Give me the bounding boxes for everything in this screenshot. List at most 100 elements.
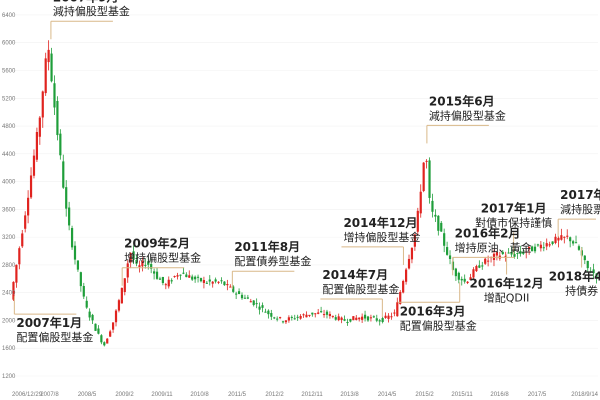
annotation-date: 2007年1月 xyxy=(16,315,82,330)
candle xyxy=(170,278,173,284)
candle-body xyxy=(144,264,147,266)
candle-body xyxy=(82,285,85,297)
candle-body xyxy=(196,276,200,278)
candle xyxy=(519,245,522,257)
candle xyxy=(284,319,288,325)
candle-body xyxy=(94,323,97,331)
candle-body xyxy=(361,316,364,320)
candle-body xyxy=(536,244,540,246)
y-tick-label: 1600 xyxy=(2,346,16,352)
candle-body xyxy=(387,315,390,319)
candle xyxy=(79,271,82,292)
y-tick-label: 2400 xyxy=(2,291,16,297)
candle xyxy=(431,193,434,218)
annotation-text: 增持偏股型基金 xyxy=(343,230,420,244)
candle xyxy=(264,308,267,313)
candle xyxy=(32,149,36,179)
candle xyxy=(563,236,566,244)
candle xyxy=(314,313,317,318)
candle-body xyxy=(199,278,203,282)
candle-body xyxy=(111,322,115,330)
candle-body xyxy=(363,314,367,319)
candle-body xyxy=(407,258,411,269)
candle xyxy=(103,341,106,347)
candle xyxy=(88,308,91,321)
annotation-text: 減持偏股型基金 xyxy=(53,4,130,18)
candle-body xyxy=(422,162,425,192)
candle-body xyxy=(320,311,323,313)
candle-body xyxy=(446,247,449,255)
y-tick-label: 6400 xyxy=(2,13,16,19)
candle xyxy=(255,298,258,309)
candle-body xyxy=(194,276,197,280)
candle-body xyxy=(528,246,531,250)
candle xyxy=(484,257,487,265)
candle xyxy=(358,317,361,322)
candle xyxy=(70,225,74,250)
candle-body xyxy=(270,313,273,317)
candle xyxy=(191,274,194,281)
annotation-date: 2017年11月 xyxy=(560,187,600,202)
candle xyxy=(522,249,525,256)
candle-body xyxy=(299,315,302,319)
candle xyxy=(440,221,443,232)
candle-body xyxy=(223,281,226,286)
candle-body xyxy=(563,236,566,238)
x-tick-label: 2009/2 xyxy=(115,392,134,398)
annotation-date: 2016年3月 xyxy=(400,303,466,318)
candle xyxy=(422,162,425,193)
candle-body xyxy=(132,251,135,260)
candle xyxy=(185,272,188,278)
candle xyxy=(296,314,299,321)
candle xyxy=(129,252,132,269)
candle-body xyxy=(141,261,144,267)
x-tick-label: 2015/11 xyxy=(451,392,473,398)
candle xyxy=(240,292,244,300)
candle xyxy=(44,52,47,96)
y-tick-label: 2000 xyxy=(2,318,16,324)
candle xyxy=(317,308,320,315)
candle-body xyxy=(302,314,305,316)
candle xyxy=(117,298,121,313)
candle-body xyxy=(284,320,288,323)
candle xyxy=(176,272,179,280)
candle-body xyxy=(32,155,36,176)
candle xyxy=(595,273,598,284)
candle xyxy=(141,257,144,272)
candle-body xyxy=(261,305,264,308)
candle xyxy=(106,338,109,344)
annotation-date: 2014年12月 xyxy=(343,215,417,230)
candle xyxy=(536,243,540,247)
candle xyxy=(404,267,408,285)
candle-body xyxy=(495,252,499,256)
candle-body xyxy=(226,284,229,286)
candle xyxy=(410,247,414,264)
x-tick-label: 2007/8 xyxy=(40,392,59,398)
candle xyxy=(270,309,273,320)
candle xyxy=(155,267,159,280)
candle xyxy=(150,258,153,274)
candle-body xyxy=(158,278,162,280)
candle xyxy=(167,276,170,289)
candle-body xyxy=(460,278,463,281)
annotation-text: 配置偏股型基金 xyxy=(322,282,399,296)
candle-body xyxy=(325,311,329,315)
candle xyxy=(472,267,475,280)
candle xyxy=(100,334,103,345)
candle xyxy=(281,320,285,324)
candle-body xyxy=(463,278,466,282)
candle xyxy=(355,315,358,321)
candle-body xyxy=(431,200,434,212)
candle-body xyxy=(205,282,208,284)
candle-body xyxy=(246,297,249,299)
candle-body xyxy=(577,246,581,250)
candle-body xyxy=(484,258,487,264)
candle xyxy=(29,167,33,200)
candle-body xyxy=(12,281,15,300)
candle xyxy=(469,273,472,281)
candle-body xyxy=(243,297,247,299)
candle-body xyxy=(59,133,62,156)
candle-body xyxy=(235,293,238,295)
candle-body xyxy=(103,342,106,346)
